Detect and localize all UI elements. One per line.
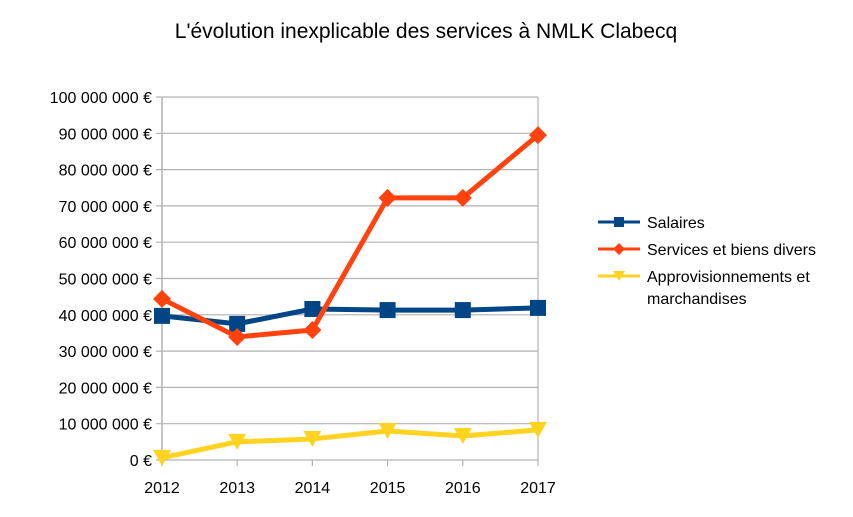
data-point-triangle xyxy=(453,428,472,445)
data-point-diamond xyxy=(613,243,625,255)
y-axis-ticks: 0 € 10 000 000 € 20 000 000 € 30 000 000 € 4… xyxy=(50,90,152,470)
y-tick-label: 100 000 000 € xyxy=(50,90,152,107)
data-point-diamond xyxy=(529,126,547,145)
y-tick-label: 20 000 000 € xyxy=(59,380,153,397)
y-tick-label: 10 000 000 € xyxy=(59,417,153,434)
series-line xyxy=(161,427,539,461)
data-point-diamond xyxy=(228,327,247,346)
data-point-triangle xyxy=(303,430,322,447)
y-tick-label: 80 000 000 € xyxy=(59,163,153,180)
x-tick-label: 2015 xyxy=(370,480,406,497)
data-point-square xyxy=(454,302,471,319)
data-point-diamond xyxy=(303,321,322,340)
x-tick-label: 2016 xyxy=(445,480,481,497)
series-line xyxy=(161,305,539,327)
data-point-square xyxy=(229,315,246,332)
y-tick-label: 50 000 000 € xyxy=(59,272,153,289)
x-tick-label: 2014 xyxy=(295,480,331,497)
y-tick-label: 0 € xyxy=(130,453,152,470)
data-point-square xyxy=(304,300,321,317)
data-point-diamond xyxy=(153,289,171,308)
data-point-triangle xyxy=(228,433,247,450)
data-point-triangle xyxy=(613,271,625,281)
data-point-triangle xyxy=(378,422,397,439)
data-point-square xyxy=(614,217,624,227)
y-tick-label: 60 000 000 € xyxy=(59,235,153,252)
y-tick-label: 30 000 000 € xyxy=(59,344,153,361)
x-tick-label: 2017 xyxy=(520,480,556,497)
legend-label: Approvisionnements et xyxy=(647,269,810,286)
data-point-diamond xyxy=(453,188,472,207)
legend-item: Services et biens divers xyxy=(598,242,816,259)
data-point-diamond xyxy=(378,188,397,207)
legend-label: Services et biens divers xyxy=(647,242,816,259)
data-point-square xyxy=(154,307,170,324)
series-line xyxy=(160,133,540,340)
y-tick-label: 70 000 000 € xyxy=(59,199,153,216)
y-tick-label: 90 000 000 € xyxy=(59,126,153,143)
legend: Salaires Services et biens divers Approvis… xyxy=(598,215,816,308)
x-axis-ticks: 2012 2013 2014 2015 2016 2017 xyxy=(144,460,556,497)
x-tick-label: 2012 xyxy=(144,480,180,497)
series-2 xyxy=(153,421,547,466)
data-point-square xyxy=(530,299,546,316)
series-layer xyxy=(153,126,547,466)
series-1 xyxy=(153,126,547,346)
chart-title: L'évolution inexplicable des services à … xyxy=(175,20,677,43)
y-tick-label: 40 000 000 € xyxy=(59,308,153,325)
legend-item: Salaires xyxy=(598,215,705,232)
data-point-square xyxy=(379,302,396,319)
data-point-triangle xyxy=(153,449,171,466)
gridlines xyxy=(156,96,539,466)
x-tick-label: 2013 xyxy=(219,480,255,497)
data-point-triangle xyxy=(529,421,547,438)
legend-item: Approvisionnements et marchandises xyxy=(598,269,810,308)
legend-label: Salaires xyxy=(647,215,705,232)
legend-label: marchandises xyxy=(647,291,747,308)
series-0 xyxy=(154,299,546,332)
